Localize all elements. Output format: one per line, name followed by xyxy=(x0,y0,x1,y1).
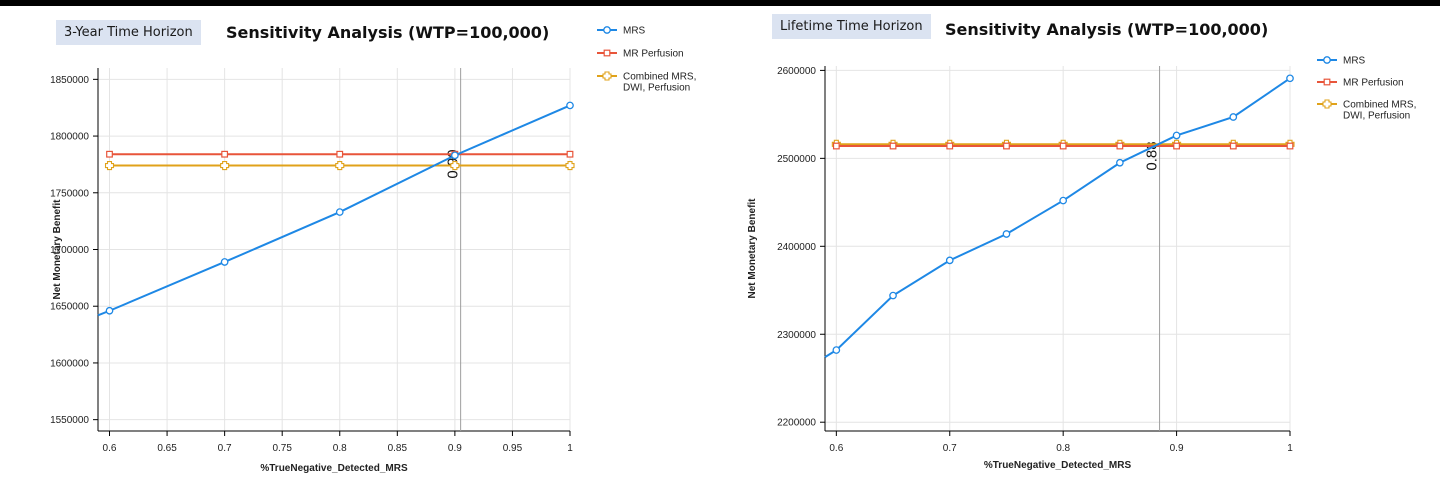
y-tick-label: 1700000 xyxy=(50,245,89,256)
legend-label: MRS xyxy=(1343,56,1366,67)
data-point-mr-perfusion xyxy=(832,142,840,150)
legend-item: Combined MRS,DWI, Perfusion xyxy=(1317,99,1416,122)
data-point-mrs xyxy=(220,258,229,266)
x-tick-label: 1 xyxy=(1287,443,1293,454)
data-point-mr-perfusion xyxy=(1173,142,1180,150)
y-tick-label: 2300000 xyxy=(777,330,816,341)
x-tick-label: 0.8 xyxy=(1056,443,1070,454)
legend-label: MR Perfusion xyxy=(623,49,684,60)
data-point-combined xyxy=(450,161,460,171)
data-point-combined xyxy=(220,161,230,171)
y-tick-label: 1750000 xyxy=(50,188,89,199)
data-point-mr-perfusion xyxy=(1003,142,1010,150)
data-point-mrs xyxy=(451,151,459,160)
x-tick-label: 0.8 xyxy=(333,443,347,454)
legend-marker-circle xyxy=(603,26,611,34)
x-tick-label: 0.7 xyxy=(218,443,232,454)
data-point-mr-perfusion xyxy=(336,150,344,158)
data-point-combined xyxy=(104,161,115,171)
legend-marker-plus xyxy=(1322,99,1332,109)
y-tick-label: 2200000 xyxy=(777,418,816,429)
data-point-mrs xyxy=(1286,74,1294,83)
x-tick-label: 0.6 xyxy=(829,443,843,454)
chart-plot: 1550000 1600000 1650000 1700000 1750000 18000… xyxy=(50,26,696,475)
x-tick-label: 0.95 xyxy=(503,443,523,454)
data-point-mrs xyxy=(1172,131,1181,140)
legend-item: MRS xyxy=(1317,56,1366,67)
y-tick-label: 2400000 xyxy=(777,242,816,253)
x-tick-label: 0.7 xyxy=(943,443,957,454)
x-tick-label: 0.85 xyxy=(388,443,408,454)
x-axis-title: %TrueNegative_Detected_MRS xyxy=(984,460,1132,471)
data-point-mrs xyxy=(1002,230,1011,238)
data-point-mr-perfusion xyxy=(889,142,897,150)
x-tick-label: 0.9 xyxy=(1170,443,1184,454)
data-point-mr-perfusion xyxy=(1059,142,1067,150)
x-tick-label: 0.9 xyxy=(448,443,462,454)
x-tick-label: 1 xyxy=(567,443,573,454)
legend-marker-square xyxy=(1323,78,1331,86)
y-tick-label: 2500000 xyxy=(777,154,816,165)
data-point-mr-perfusion xyxy=(1229,142,1237,150)
legend-label: MR Perfusion xyxy=(1343,78,1404,89)
y-tick-label: 2600000 xyxy=(777,66,816,77)
data-point-mrs xyxy=(566,101,574,110)
x-tick-label: 0.65 xyxy=(157,443,177,454)
chart-panel-3-year: 3-Year Time Horizon Sensitivity Analysis… xyxy=(0,6,720,495)
x-tick-label: 0.75 xyxy=(272,443,292,454)
legend-label: Combined MRS, xyxy=(623,72,696,83)
legend-marker-plus xyxy=(602,71,612,81)
legend-item: MRS xyxy=(597,26,646,37)
y-tick-label: 1650000 xyxy=(50,302,89,313)
chart-title: Sensitivity Analysis (WTP=100,000) xyxy=(945,20,1269,39)
horizon-badge: 3-Year Time Horizon xyxy=(56,20,201,45)
data-point-mrs xyxy=(105,306,114,315)
horizon-badge: Lifetime Time Horizon xyxy=(772,14,931,39)
chart-title: Sensitivity Analysis (WTP=100,000) xyxy=(226,23,550,42)
top-border xyxy=(0,0,1440,6)
y-tick-label: 1800000 xyxy=(50,132,89,143)
data-point-mrs xyxy=(889,291,897,300)
y-axis-title: Net Monetary Benefit xyxy=(52,199,63,300)
chart-panel-lifetime: Lifetime Time Horizon Sensitivity Analys… xyxy=(720,6,1440,495)
legend-marker-circle xyxy=(1323,56,1331,64)
series-line-circle xyxy=(97,104,571,317)
series-line-circle xyxy=(824,77,1291,358)
legend-label: MRS xyxy=(623,26,646,37)
data-point-mr-perfusion xyxy=(566,150,574,158)
legend-label: DWI, Perfusion xyxy=(623,83,690,94)
data-point-mr-perfusion xyxy=(221,150,229,158)
data-point-mr-perfusion xyxy=(946,142,954,150)
chart-plot: 2200000 2300000 2400000 2500000 2600000 0.6 0.… xyxy=(747,56,1416,472)
data-point-mrs xyxy=(335,208,344,216)
data-point-mr-perfusion xyxy=(1286,142,1294,150)
data-point-mr-perfusion xyxy=(106,150,113,158)
legend-label: DWI, Perfusion xyxy=(1343,111,1410,122)
y-tick-label: 1600000 xyxy=(50,358,89,369)
x-tick-label: 0.6 xyxy=(103,443,117,454)
data-point-mrs xyxy=(1229,113,1238,121)
legend-item: MR Perfusion xyxy=(597,49,684,60)
data-point-mrs xyxy=(945,256,954,265)
legend-item: Combined MRS,DWI, Perfusion xyxy=(597,71,696,94)
y-tick-label: 1550000 xyxy=(50,415,89,426)
data-point-mrs xyxy=(1059,196,1068,205)
data-point-mrs xyxy=(1116,158,1124,167)
legend-item: MR Perfusion xyxy=(1317,78,1404,89)
y-tick-label: 1850000 xyxy=(50,75,89,86)
legend-label: Combined MRS, xyxy=(1343,100,1416,111)
data-point-mr-perfusion xyxy=(1116,142,1124,150)
data-point-mrs xyxy=(832,346,841,354)
legend-marker-square xyxy=(603,49,611,57)
x-axis-title: %TrueNegative_Detected_MRS xyxy=(260,463,408,474)
data-point-combined xyxy=(335,161,345,171)
y-axis-title: Net Monetary Benefit xyxy=(747,198,758,299)
data-point-combined xyxy=(565,161,575,171)
